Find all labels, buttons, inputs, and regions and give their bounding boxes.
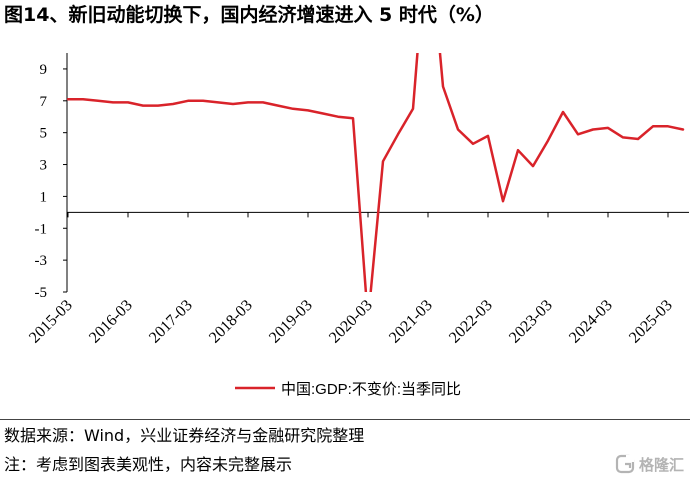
y-tick-label: 7 xyxy=(40,94,48,110)
y-tick-label: 5 xyxy=(40,126,48,142)
footer-divider xyxy=(0,419,690,420)
x-tick-label: 2016-03 xyxy=(86,297,136,347)
x-tick-label: 2017-03 xyxy=(146,297,196,347)
logo-icon xyxy=(615,454,635,474)
data-source: 数据来源：Wind，兴业证券经济与金融研究院整理 xyxy=(4,426,365,445)
plot-area xyxy=(67,53,685,292)
watermark: 格隆汇 xyxy=(615,452,684,476)
legend-label: 中国:GDP:不变价:当季同比 xyxy=(281,381,461,398)
figure-title: 图14、新旧动能切换下，国内经济增速进入 5 时代（%） xyxy=(4,4,494,26)
y-tick-label: 3 xyxy=(40,158,48,174)
figure-note: 注：考虑到图表美观性，内容未完整展示 xyxy=(4,455,293,474)
y-tick-label: -3 xyxy=(35,253,48,269)
x-tick-label: 2020-03 xyxy=(326,297,376,347)
y-tick-label: -1 xyxy=(35,221,48,237)
legend: 中国:GDP:不变价:当季同比 xyxy=(235,381,461,398)
y-tick-label: -5 xyxy=(35,285,48,301)
x-tick-label: 2018-03 xyxy=(206,297,256,347)
series-line xyxy=(67,53,685,292)
x-tick-label: 2022-03 xyxy=(446,297,496,347)
y-tick-label: 9 xyxy=(40,62,48,78)
x-tick-label: 2023-03 xyxy=(506,297,556,347)
x-tick-label: 2015-03 xyxy=(26,297,76,347)
watermark-text: 格隆汇 xyxy=(638,455,684,474)
x-tick-label: 2025-03 xyxy=(626,297,676,347)
x-tick-label: 2024-03 xyxy=(566,297,616,347)
x-tick-label: 2019-03 xyxy=(266,297,316,347)
y-tick-label: 1 xyxy=(40,189,48,205)
x-tick-label: 2021-03 xyxy=(386,297,436,347)
